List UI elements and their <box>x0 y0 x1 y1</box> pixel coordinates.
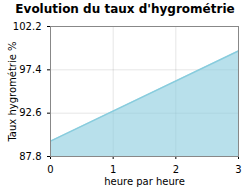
svg-text:3: 3 <box>235 164 241 175</box>
svg-text:97.4: 97.4 <box>19 64 41 75</box>
svg-text:0: 0 <box>47 164 53 175</box>
svg-text:92.6: 92.6 <box>19 107 41 118</box>
svg-text:Taux hygrométrie %: Taux hygrométrie % <box>7 41 18 142</box>
svg-text:102.2: 102.2 <box>13 21 42 32</box>
svg-text:2: 2 <box>173 164 179 175</box>
svg-text:1: 1 <box>110 164 116 175</box>
svg-text:heure par heure: heure par heure <box>104 176 185 187</box>
svg-text:87.8: 87.8 <box>19 151 41 162</box>
html-text:Evolution du taux d'hygrométri: Evolution du taux d'hygrométrie <box>15 2 235 16</box>
